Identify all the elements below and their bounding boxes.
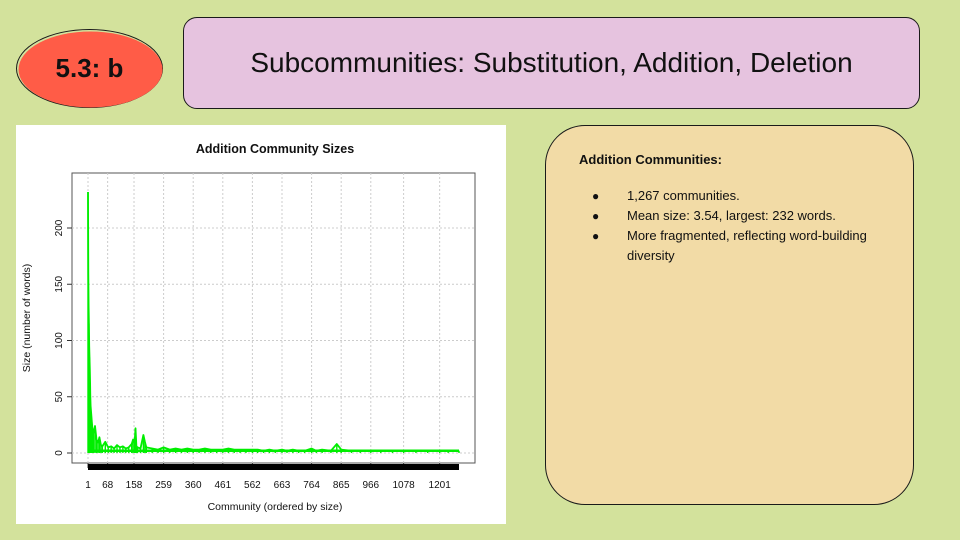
list-item: ● More fragmented, reflecting word-build… (579, 226, 893, 266)
info-box: Addition Communities: ● 1,267 communitie… (545, 125, 914, 505)
slide-title: Subcommunities: Substitution, Addition, … (250, 47, 853, 78)
y-axis-label: Size (number of words) (21, 264, 33, 373)
info-heading: Addition Communities: (579, 152, 722, 167)
x-tick-label: 1078 (392, 480, 415, 491)
bullet-text: Mean size: 3.54, largest: 232 words. (627, 208, 836, 223)
x-tick-label: 562 (244, 480, 261, 491)
x-axis: 1 68 158 259 360 461 562 663 764 865 966 1078 1201 (85, 463, 459, 491)
y-axis: 0 50 100 150 200 (54, 219, 72, 456)
x-minor-ticks (88, 464, 459, 470)
bullet-icon: ● (592, 209, 600, 223)
y-tick-label: 100 (54, 332, 65, 349)
title-box: Subcommunities: Substitution, Addition, … (183, 17, 920, 109)
x-tick-label: 1201 (429, 480, 452, 491)
section-badge: 5.3: b (16, 29, 163, 108)
y-tick-label: 200 (54, 219, 65, 236)
y-tick-label: 150 (54, 275, 65, 292)
x-tick-label: 764 (303, 480, 320, 491)
x-tick-label: 663 (274, 480, 291, 491)
series-addition (87, 191, 460, 453)
badge-ellipse (18, 31, 163, 108)
x-tick-label: 158 (126, 480, 143, 491)
list-item: ● Mean size: 3.54, largest: 232 words. (579, 206, 893, 226)
badge-label: 5.3: b (55, 53, 124, 83)
grid-lines (72, 173, 475, 463)
list-item: ● 1,267 communities. (579, 186, 893, 206)
x-tick-label: 360 (185, 480, 202, 491)
info-bullet-list: ● 1,267 communities. ● Mean size: 3.54, … (579, 186, 893, 266)
x-axis-label: Community (ordered by size) (208, 501, 343, 513)
bullet-text: More fragmented, reflecting word-buildin… (627, 228, 867, 263)
bullet-text: 1,267 communities. (627, 188, 740, 203)
plot-frame (71, 172, 476, 464)
x-tick-label: 865 (333, 480, 350, 491)
y-tick-label: 50 (54, 391, 65, 403)
bullet-icon: ● (592, 189, 600, 203)
x-tick-label: 966 (362, 480, 379, 491)
bullet-icon: ● (592, 229, 600, 243)
x-tick-label: 1 (85, 480, 91, 491)
y-tick-label: 0 (54, 450, 65, 456)
x-tick-label: 461 (214, 480, 231, 491)
x-tick-label: 259 (155, 480, 172, 491)
x-tick-label: 68 (102, 480, 114, 491)
chart-title: Addition Community Sizes (196, 142, 354, 156)
